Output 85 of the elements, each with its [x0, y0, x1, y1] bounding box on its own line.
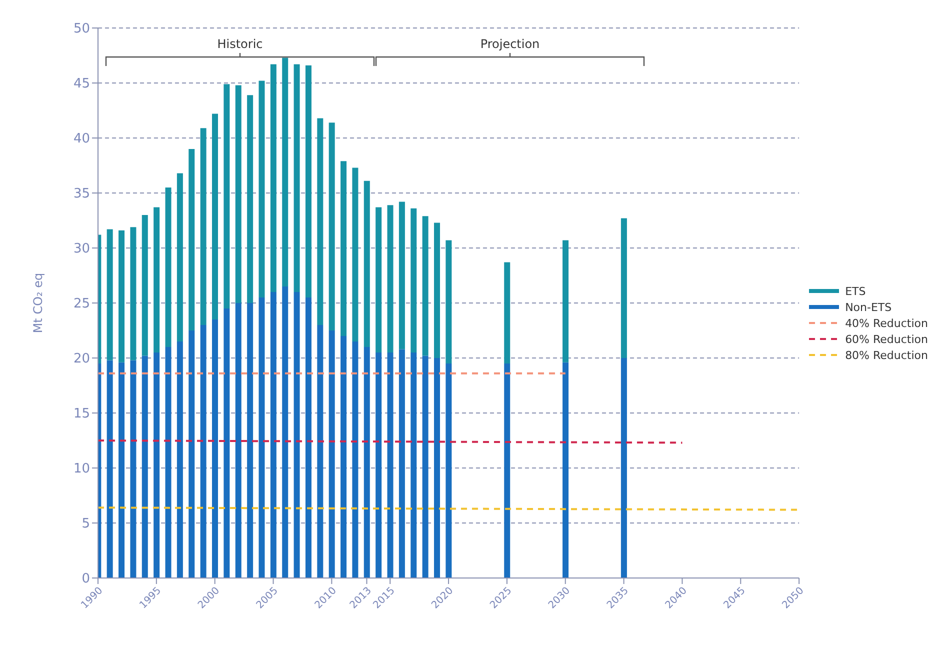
bar — [165, 347, 172, 578]
y-tick-label: 5 — [82, 516, 90, 532]
bar — [328, 122, 335, 330]
y-axis-title: Mt CO₂ eq — [31, 272, 45, 334]
bar — [176, 342, 183, 578]
bar — [235, 303, 242, 578]
bar — [387, 205, 394, 352]
bar — [410, 208, 417, 352]
legend-label: 80% Reduction — [845, 348, 928, 362]
bar — [305, 65, 312, 298]
bar — [504, 262, 510, 364]
bar — [235, 85, 242, 303]
bar — [165, 188, 172, 347]
bar — [142, 356, 148, 578]
bar — [200, 128, 206, 325]
bar — [154, 207, 160, 352]
bar — [106, 229, 113, 360]
bar — [176, 173, 183, 342]
y-tick-label: 50 — [73, 22, 90, 37]
y-tick-label: 40 — [73, 132, 90, 147]
bar — [317, 325, 324, 578]
y-tick-label: 15 — [73, 406, 90, 422]
bar — [328, 330, 335, 578]
bar — [188, 330, 195, 578]
legend-label: Non-ETS — [845, 300, 892, 314]
bar — [352, 342, 358, 578]
y-tick-label: 10 — [73, 462, 90, 477]
bar — [294, 292, 300, 578]
bar — [154, 352, 160, 578]
bar — [270, 64, 276, 292]
y-tick-label: 0 — [82, 572, 90, 587]
bar — [620, 358, 627, 578]
bar — [364, 347, 370, 578]
y-tick-label: 20 — [73, 352, 90, 367]
y-tick-label: 30 — [73, 242, 90, 257]
bar — [434, 358, 440, 578]
bar — [247, 95, 254, 303]
bar — [282, 286, 288, 578]
bar — [258, 80, 265, 298]
bar — [224, 308, 230, 578]
bar — [434, 222, 440, 358]
bar — [130, 227, 136, 360]
legend-label: 40% Reduction — [845, 316, 928, 330]
bar — [422, 356, 428, 578]
y-tick-label: 25 — [73, 296, 90, 312]
bar — [340, 161, 347, 336]
bar — [317, 118, 324, 325]
bar — [200, 325, 206, 578]
bar — [130, 360, 136, 578]
bar — [106, 360, 113, 578]
bar — [142, 215, 148, 356]
bar — [270, 292, 276, 578]
y-tick-label: 35 — [73, 186, 90, 202]
bar — [305, 298, 312, 578]
bar — [247, 303, 254, 578]
annotation: Historic — [217, 37, 263, 51]
bar — [352, 168, 358, 342]
bar — [282, 58, 288, 286]
bar — [446, 364, 452, 578]
bar — [118, 230, 125, 362]
bar — [376, 207, 382, 352]
annotation: Projection — [480, 37, 540, 51]
bar — [258, 298, 265, 578]
bar — [620, 218, 627, 358]
bar — [562, 362, 569, 578]
legend-label: ETS — [845, 284, 866, 298]
bar — [446, 240, 452, 364]
bar — [188, 149, 195, 330]
bar — [398, 349, 405, 578]
bar — [224, 84, 230, 308]
bar — [364, 180, 370, 347]
bar — [118, 362, 125, 578]
bar — [410, 352, 417, 578]
y-tick-label: 45 — [73, 76, 90, 92]
bar — [212, 320, 218, 578]
bar — [376, 352, 382, 578]
bar — [422, 216, 428, 356]
bar — [387, 352, 394, 578]
bar — [398, 202, 405, 350]
bar — [212, 114, 218, 320]
bar — [294, 64, 300, 292]
bar — [340, 336, 347, 578]
legend-label: 60% Reduction — [845, 332, 928, 346]
bar — [562, 240, 569, 362]
bar — [504, 364, 510, 578]
